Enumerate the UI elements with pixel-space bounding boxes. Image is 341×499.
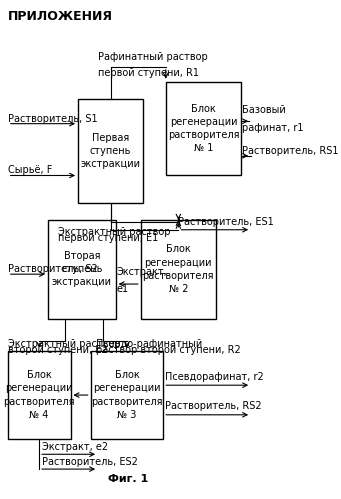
Text: Псевдо-рафинатный: Псевдо-рафинатный — [95, 339, 202, 349]
Text: Блок
регенерации
растворителя
№ 4: Блок регенерации растворителя № 4 — [3, 370, 75, 420]
Text: ПРИЛОЖЕНИЯ: ПРИЛОЖЕНИЯ — [8, 10, 113, 23]
Text: Сырьё, F: Сырьё, F — [8, 166, 52, 176]
Text: Экстрактный раствор: Экстрактный раствор — [58, 228, 170, 238]
Text: Первая
ступень
экстракции: Первая ступень экстракции — [80, 133, 140, 169]
Text: Растворитель, S1: Растворитель, S1 — [8, 114, 98, 124]
Text: Блок
регенерации
растворителя
№ 3: Блок регенерации растворителя № 3 — [91, 370, 163, 420]
Text: Растворитель, S2: Растворитель, S2 — [8, 264, 98, 274]
Bar — [166, 82, 241, 176]
Text: Блок
регенерации
растворителя
№ 1: Блок регенерации растворителя № 1 — [168, 104, 239, 153]
Text: Блок
регенерации
растворителя
№ 2: Блок регенерации растворителя № 2 — [143, 245, 214, 294]
Bar — [78, 99, 143, 203]
Text: первой ступени, Е1: первой ступени, Е1 — [58, 233, 158, 243]
Text: Растворитель, ES1: Растворитель, ES1 — [178, 217, 274, 228]
Bar — [8, 351, 71, 440]
Text: Растворитель, RS1: Растворитель, RS1 — [242, 146, 339, 156]
Text: Псевдорафинат, r2: Псевдорафинат, r2 — [165, 372, 263, 382]
Bar — [141, 220, 216, 318]
Text: Экстракт,: Экстракт, — [117, 266, 168, 276]
Text: Растворитель, ES2: Растворитель, ES2 — [42, 457, 137, 467]
Text: раствор второй ступени, R2: раствор второй ступени, R2 — [95, 345, 240, 355]
Bar — [91, 351, 163, 440]
Text: Базовый: Базовый — [242, 105, 286, 115]
Bar — [48, 220, 116, 318]
Text: Экстрактный раствор: Экстрактный раствор — [8, 339, 120, 349]
Text: Фиг. 1: Фиг. 1 — [108, 474, 148, 484]
Text: второй ступени, Е2: второй ступени, Е2 — [8, 345, 107, 355]
Text: Рафинатный раствор: Рафинатный раствор — [98, 52, 208, 62]
Text: Экстракт, e2: Экстракт, e2 — [42, 442, 108, 452]
Text: рафинат, r1: рафинат, r1 — [242, 123, 304, 133]
Text: первой ступени, R1: первой ступени, R1 — [98, 68, 199, 78]
Text: e1: e1 — [117, 284, 129, 294]
Text: Вторая
ступень
экстракции: Вторая ступень экстракции — [52, 251, 112, 287]
Text: Растворитель, RS2: Растворитель, RS2 — [165, 401, 261, 411]
